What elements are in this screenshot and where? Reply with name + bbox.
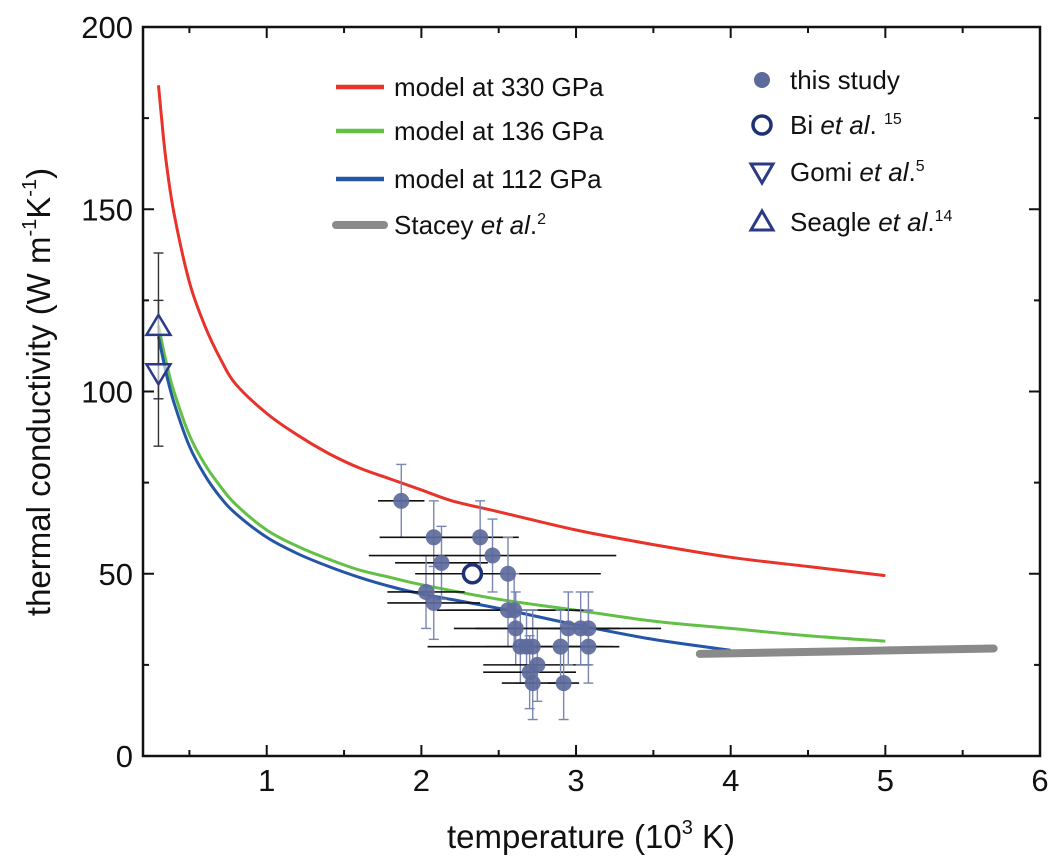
seagle-point: [144, 312, 173, 337]
y-tick-label: 200: [81, 10, 133, 45]
plot-clip-layer: [157, 85, 998, 658]
series-line-112gpa: [157, 336, 731, 652]
x-tick-label: 6: [1031, 763, 1048, 798]
legend-seagle-suffix: .: [927, 207, 934, 237]
legend: model at 330 GPa model at 136 GPa model …: [332, 65, 952, 240]
x-axis-label-suffix: K): [693, 818, 735, 855]
x-tick-label: 4: [722, 763, 739, 798]
bi-point: [461, 563, 484, 585]
y-axis-label: thermal conductivity (W m-1K-1): [19, 168, 57, 616]
legend-seagle-name: Seagle: [790, 207, 871, 237]
y-axis-label-suffix: ): [20, 168, 57, 179]
legend-label-112: model at 112 GPa: [394, 164, 602, 194]
this-study-point: [393, 492, 410, 509]
x-tick-label: 1: [258, 763, 275, 798]
axis-ticks: 1 2 3 4 5 6 0 50 100 150 200: [81, 10, 1048, 798]
legend-seagle-italic: et al: [878, 207, 928, 237]
legend-gomi-italic: et al: [859, 157, 909, 187]
this-study-point: [580, 620, 597, 637]
legend-label-seagle: Seagle et al.14: [790, 207, 952, 237]
this-study-point: [499, 565, 516, 582]
x-axis-label: temperature (103 K): [447, 817, 735, 855]
legend-marker-bi: [751, 114, 773, 136]
this-study-point: [484, 547, 501, 564]
y-axis-label-sup2: -1: [19, 179, 41, 197]
legend-label-330: model at 330 GPa: [394, 72, 604, 102]
legend-marker-this-study: [754, 72, 770, 88]
legend-stacey-ref: 2: [537, 211, 546, 228]
this-study-point: [580, 638, 597, 655]
y-axis-label-prefix: thermal conductivity (W m: [20, 237, 57, 617]
this-study-point: [425, 594, 442, 611]
x-tick-label: 3: [567, 763, 584, 798]
y-tick-label: 100: [81, 375, 133, 410]
this-study-point: [552, 638, 569, 655]
this-study-point: [507, 620, 524, 637]
this-study-point: [555, 675, 572, 692]
legend-seagle-ref: 14: [935, 208, 953, 225]
x-axis-label-sup: 3: [682, 817, 693, 839]
legend-label-this-study: this study: [790, 65, 900, 95]
legend-marker-seagle: [748, 208, 776, 232]
legend-bi-ref: 15: [884, 111, 902, 128]
series-line-stacey: [695, 644, 998, 658]
this-study-point: [524, 675, 541, 692]
legend-marker-gomi: [748, 162, 776, 186]
legend-stacey-suffix: .: [530, 210, 537, 240]
legend-label-136: model at 136 GPa: [394, 116, 604, 146]
y-tick-label: 50: [99, 557, 133, 592]
this-study-point: [524, 638, 541, 655]
this-study-point: [472, 529, 489, 546]
legend-bi-name: Bi: [790, 110, 813, 140]
legend-label-bi: Bi et al. 15: [790, 110, 902, 140]
this-study-point: [529, 656, 546, 673]
gomi-point: [144, 363, 173, 387]
y-tick-label: 150: [81, 192, 133, 227]
legend-gomi-ref: 5: [916, 158, 925, 175]
legend-stacey-name: Stacey: [394, 210, 474, 240]
marker-layer: [144, 312, 597, 692]
this-study-point: [560, 620, 577, 637]
y-axis-label-sup1: -1: [19, 219, 41, 237]
legend-bi-italic: et al: [820, 110, 870, 140]
series-line-136gpa: [157, 325, 886, 643]
series-line-330gpa: [157, 85, 886, 578]
x-tick-label: 2: [413, 763, 430, 798]
this-study-point: [433, 554, 450, 571]
y-tick-label: 0: [116, 739, 133, 774]
legend-gomi-suffix: .: [909, 157, 916, 187]
y-axis-label-mid: K: [20, 197, 57, 219]
this-study-point: [425, 529, 442, 546]
legend-gomi-name: Gomi: [790, 157, 852, 187]
x-tick-label: 5: [877, 763, 894, 798]
legend-label-stacey: Stacey et al.2: [394, 210, 546, 240]
legend-bi-suffix: .: [870, 110, 877, 140]
x-axis-label-prefix: temperature (10: [447, 818, 682, 855]
this-study-point: [506, 602, 523, 619]
legend-stacey-italic: et al: [481, 210, 531, 240]
legend-label-gomi: Gomi et al.5: [790, 157, 925, 187]
